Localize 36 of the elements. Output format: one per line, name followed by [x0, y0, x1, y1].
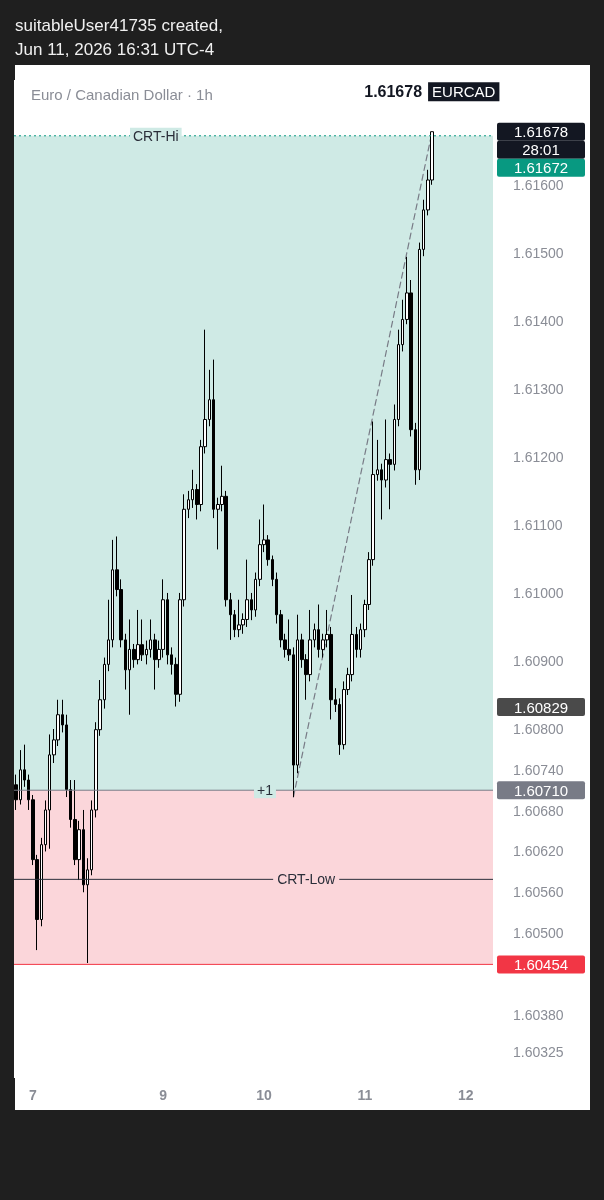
y-tick-label: 1.60380 [513, 1006, 564, 1023]
text: 1.61678 [513, 123, 569, 141]
x-tick-label: 7 [29, 1087, 38, 1103]
annotation: CRT-Hi [133, 127, 179, 144]
x-tick-label: 9 [159, 1087, 168, 1103]
y-tick-label: 1.61500 [513, 244, 564, 261]
y-tick-label: 1.61400 [513, 312, 564, 329]
chart-subtitle: suitableUser41735 created, Jun 11, 2026 16:31 UTC-4 [15, 15, 224, 61]
chart-title: Euro / Canadian Dollar · 1h [31, 86, 213, 103]
x-tick-label: 12 [457, 1087, 474, 1103]
candlestick [237, 599, 241, 638]
ref-line-label: 1.61672 [513, 159, 569, 177]
annotation: 1.61678 [364, 83, 423, 101]
text: 28:01 [522, 141, 560, 159]
y-tick-label: 1.61200 [513, 448, 564, 465]
ref-line-label: 1.60454 [513, 955, 569, 973]
y-tick-label: 1.60740 [513, 761, 564, 778]
annotation: +1 [257, 782, 274, 799]
y-tick-label: 1.60620 [513, 843, 564, 860]
ref-line-label: 1.60710 [513, 781, 569, 799]
annotation: EURCAD [432, 83, 496, 101]
x-tick-label: 11 [357, 1087, 373, 1103]
x-tick-label: 10 [256, 1087, 272, 1103]
y-tick-label: 1.60800 [513, 721, 564, 738]
y-tick-label: 1.60500 [513, 925, 564, 942]
y-tick-label: 1.60560 [513, 884, 564, 901]
y-tick-label: 1.61000 [513, 584, 564, 601]
y-tick-label: 1.60900 [513, 652, 564, 669]
ref-line-label: CRT-Low [277, 871, 337, 888]
text: 1.60829 [513, 698, 569, 716]
candlestick [136, 609, 140, 665]
y-tick-label: 1.60680 [513, 802, 564, 819]
y-tick-label: 1.60325 [513, 1044, 564, 1061]
y-tick-label: 1.61600 [513, 176, 564, 193]
y-tick-label: 1.61100 [513, 516, 563, 533]
y-tick-label: 1.61300 [513, 380, 564, 397]
